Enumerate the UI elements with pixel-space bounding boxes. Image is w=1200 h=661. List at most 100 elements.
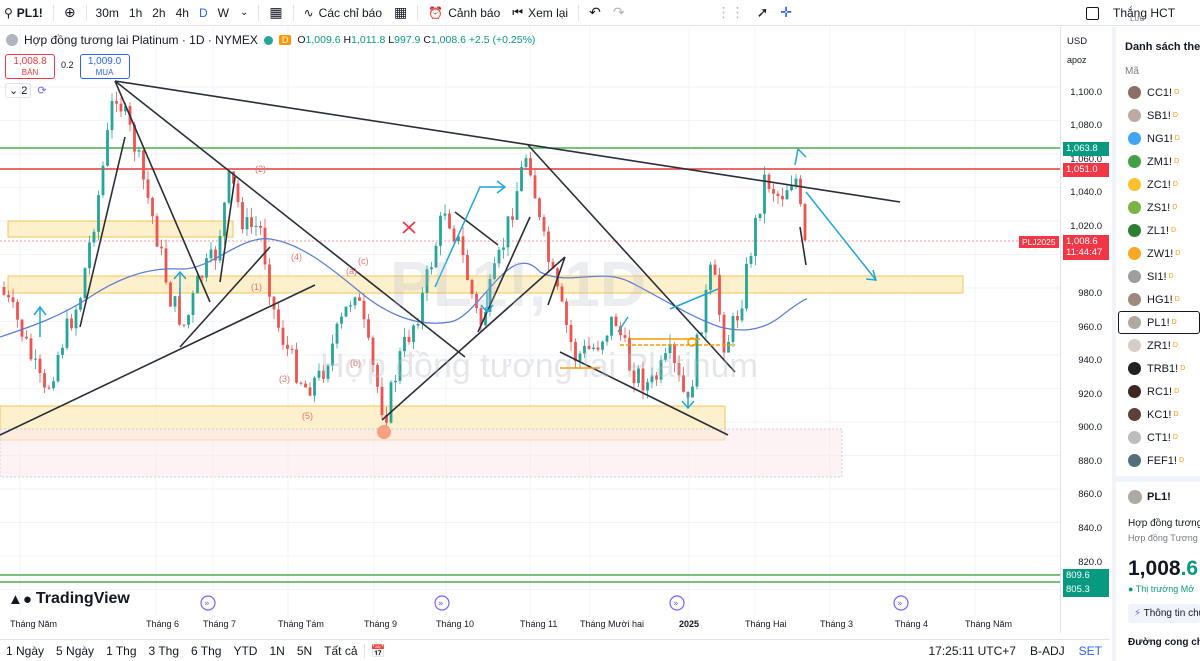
candle-body [677, 362, 681, 376]
range-3m[interactable]: 3 Thg [148, 643, 179, 658]
indicator-count[interactable]: ⌄ 2 [5, 83, 32, 98]
delayed-badge: D [1173, 411, 1179, 418]
indicators-button[interactable]: ∿ Các chỉ báo [298, 0, 388, 26]
symbol-search-button[interactable]: ⚲ PL1! [0, 0, 49, 26]
candle-body [475, 294, 478, 309]
add-compare-icon[interactable]: ⊕ [63, 4, 76, 20]
candle-body [484, 311, 487, 326]
watchlist-symbol: SB1! [1147, 109, 1171, 122]
undo-icon[interactable]: ↶ [589, 4, 601, 20]
price-axis[interactable]: USD apoz 1,100.0 1,080.0 1,060.0 1,040.0 1,0… [1060, 27, 1110, 633]
watchlist-item[interactable]: ZW1! D [1116, 242, 1200, 265]
watchlist-item[interactable]: ZC1! D [1116, 173, 1200, 196]
candle-body [169, 282, 172, 307]
replay-button[interactable]: ⏮ Xem lại [506, 0, 574, 26]
indicators-label: Các chỉ báo [318, 5, 383, 20]
shaded-range [0, 428, 843, 478]
detail-symbol[interactable]: PL1! [1128, 490, 1200, 504]
currency-label[interactable]: USD [1067, 36, 1088, 47]
chevron-down-icon[interactable]: ⌄ [239, 7, 249, 18]
range-1y[interactable]: 1N [269, 643, 285, 658]
symbol-logo-icon [1128, 86, 1141, 99]
checkbox-icon[interactable] [1086, 6, 1099, 20]
sell-button[interactable]: 1,008.8 BÁN [5, 54, 55, 79]
range-1m[interactable]: 1 Thg [106, 643, 137, 658]
candle-body [191, 293, 195, 316]
interval-1h[interactable]: 1h [128, 5, 143, 20]
delayed-badge: D [1171, 319, 1177, 326]
watchlist-item[interactable]: SI1! D [1116, 265, 1200, 288]
watchlist-item[interactable]: HG1! D [1116, 288, 1200, 311]
layout-grid-icon[interactable]: ▦ [394, 4, 408, 20]
candle-body [25, 336, 28, 339]
clock[interactable]: 17:25:11 UTC+7 [928, 643, 1016, 658]
price-tag: 805.3 [1063, 583, 1109, 597]
buy-price: 1,009.0 [87, 56, 122, 67]
open-value: 1,009.6 [305, 34, 341, 46]
range-6m[interactable]: 6 Thg [191, 643, 222, 658]
range-1d[interactable]: 1 Ngày [6, 643, 45, 658]
candle-body [376, 364, 379, 387]
watchlist-item[interactable]: CT1! D [1116, 426, 1200, 449]
indicators-toggle[interactable]: ⌄ 2 ⟳ [5, 83, 47, 98]
watchlist-item[interactable]: ZS1! D [1116, 196, 1200, 219]
symbol-logo-icon [1128, 247, 1141, 260]
resistance-zone [7, 220, 234, 238]
series-label: PLJ2025 [1019, 236, 1059, 248]
adjust-toggle[interactable]: B-ADJ [1029, 643, 1065, 658]
watchlist-item[interactable]: RC1! D [1116, 380, 1200, 403]
buy-button[interactable]: 1,009.0 MUA [79, 54, 130, 79]
candle-body [614, 316, 618, 327]
interval-30m[interactable]: 30m [95, 5, 119, 20]
alerts-button[interactable]: ⏰ Cảnh báo [422, 0, 506, 26]
watchlist-column-header[interactable]: Mã [1125, 66, 1139, 77]
watchlist-item[interactable]: PL1! D [1118, 311, 1200, 334]
calendar-icon[interactable]: 📅 [363, 643, 392, 658]
watchlist-item[interactable]: FEF1! D [1116, 449, 1200, 472]
unit-label[interactable]: apoz [1067, 55, 1087, 65]
symbol-logo-icon [1128, 431, 1141, 444]
candle-body [668, 344, 672, 354]
cursor-icon[interactable]: ➚ [756, 4, 769, 20]
watchlist-item[interactable]: SB1! D [1116, 104, 1200, 127]
range-5y[interactable]: 5N [296, 643, 313, 658]
candles-icon[interactable]: ▦ [269, 4, 283, 20]
range-all[interactable]: Tất cả [324, 643, 358, 658]
refresh-icon[interactable]: ⟳ [37, 85, 47, 97]
redo-icon[interactable]: ↷ [612, 4, 625, 20]
session-toggle[interactable]: SET [1078, 643, 1102, 658]
watchlist-item[interactable]: KC1! D [1116, 403, 1200, 426]
candle-body [200, 275, 204, 278]
candle-body [56, 354, 60, 382]
interval-w[interactable]: W [217, 5, 229, 20]
tradingview-logo[interactable]: ▲● TradingView [8, 590, 130, 608]
range-5d[interactable]: 5 Ngày [56, 643, 95, 658]
candle-body [682, 375, 685, 392]
watchlist-item[interactable]: NG1! D [1116, 127, 1200, 150]
price-chart[interactable]: (2) (4) (1) (3) (5) (a) (c) (b) Tháng Nă… [0, 27, 1060, 633]
contract-info-button[interactable]: ⚡ Thông tin chu [1128, 604, 1200, 623]
watchlist-item[interactable]: ZM1! D [1116, 150, 1200, 173]
drag-handle-icon[interactable]: ⋮⋮ [716, 4, 745, 20]
watchlist-title[interactable]: Danh sách theo [1125, 41, 1200, 53]
moving-average-line [0, 238, 808, 338]
legend-title[interactable]: Hợp đồng tương lai Platinum · 1D · NYMEX [24, 33, 258, 47]
watchlist-item[interactable]: TRB1! D [1116, 357, 1200, 380]
watchlist-item[interactable]: ZL1! D [1116, 219, 1200, 242]
watchlist-item[interactable]: CC1! D [1116, 81, 1200, 104]
interval-d[interactable]: D [198, 5, 208, 20]
chart-area[interactable]: (2) (4) (1) (3) (5) (a) (c) (b) Tháng Nă… [0, 27, 1060, 633]
crosshair-icon[interactable]: ✛ [780, 4, 793, 20]
candle-body [232, 171, 235, 184]
top-toolbar: ⚲ PL1! ⊕ 30m 1h 2h 4h D W ⌄ ▦ ∿ Các chỉ … [0, 0, 1200, 26]
watchlist-item[interactable]: ZR1! D [1116, 334, 1200, 357]
platinum-icon [6, 34, 18, 46]
candle-body [362, 300, 366, 320]
replay-label: Xem lại [528, 5, 569, 20]
interval-4h[interactable]: 4h [175, 5, 189, 20]
range-ytd[interactable]: YTD [233, 643, 258, 658]
delayed-badge: D [1174, 158, 1180, 165]
user-area[interactable]: Thắng HCT Lưu [1086, 0, 1175, 26]
candle-body [722, 314, 726, 353]
interval-2h[interactable]: 2h [152, 5, 166, 20]
